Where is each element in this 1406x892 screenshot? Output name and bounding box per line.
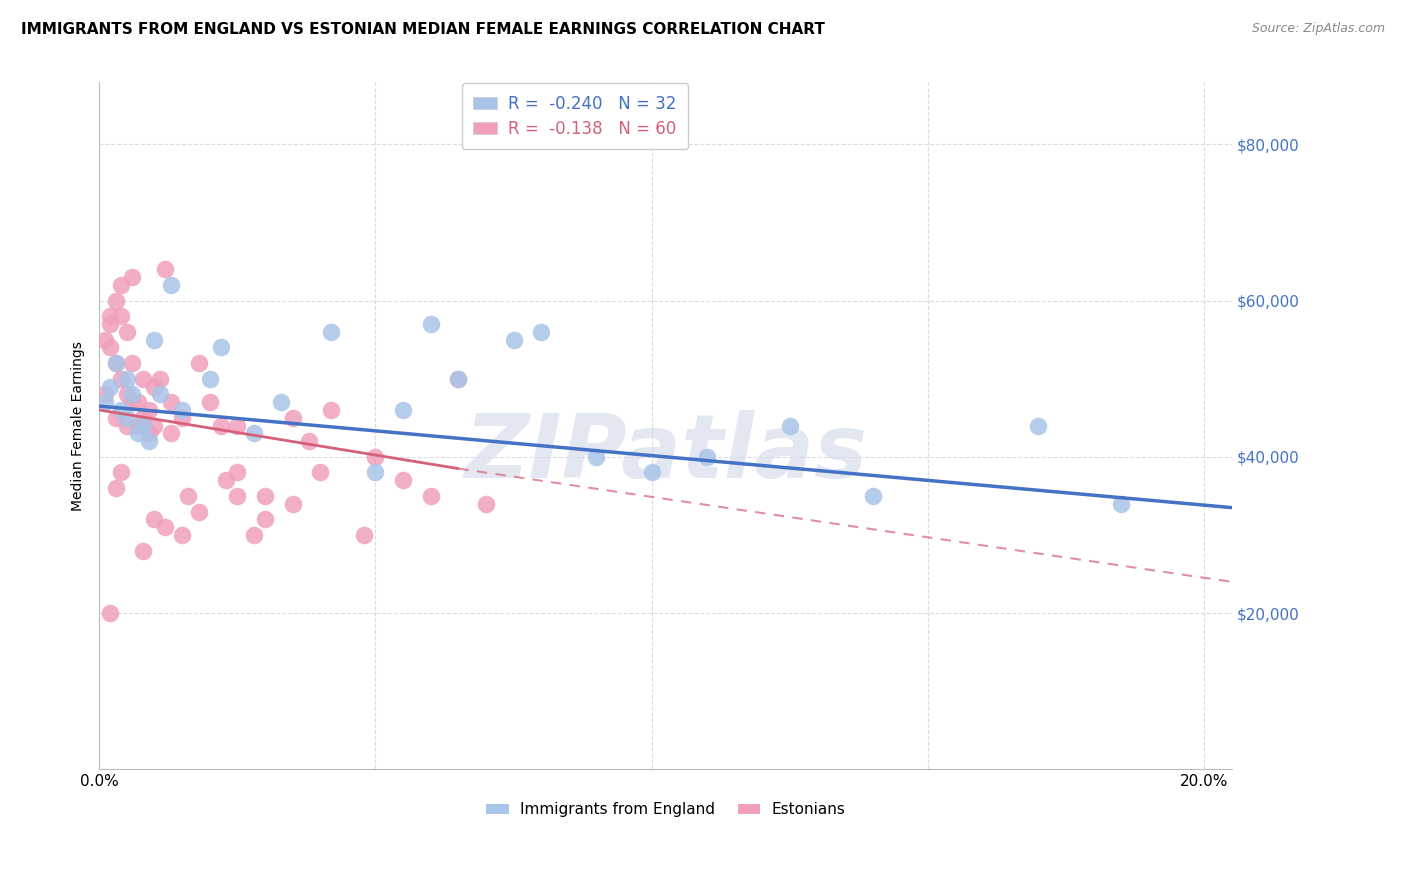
- Point: [104, 356, 127, 370]
- Point: [143, 379, 166, 393]
- Point: [93, 387, 115, 401]
- Point: [585, 450, 607, 464]
- Y-axis label: Median Female Earnings: Median Female Earnings: [72, 341, 86, 510]
- Point: [127, 395, 149, 409]
- Text: ZIPatlas: ZIPatlas: [464, 409, 868, 497]
- Point: [198, 395, 221, 409]
- Point: [353, 528, 375, 542]
- Point: [110, 278, 132, 293]
- Point: [132, 410, 155, 425]
- Point: [253, 489, 276, 503]
- Point: [364, 466, 387, 480]
- Point: [170, 528, 193, 542]
- Point: [209, 341, 232, 355]
- Point: [121, 356, 143, 370]
- Point: [502, 333, 524, 347]
- Point: [104, 293, 127, 308]
- Point: [198, 372, 221, 386]
- Point: [121, 270, 143, 285]
- Point: [127, 426, 149, 441]
- Point: [155, 520, 177, 534]
- Point: [475, 497, 498, 511]
- Point: [392, 403, 415, 417]
- Point: [115, 418, 138, 433]
- Point: [143, 512, 166, 526]
- Point: [110, 372, 132, 386]
- Point: [447, 372, 470, 386]
- Point: [132, 543, 155, 558]
- Point: [281, 410, 304, 425]
- Point: [364, 450, 387, 464]
- Point: [98, 606, 121, 620]
- Point: [187, 356, 209, 370]
- Point: [321, 403, 343, 417]
- Point: [309, 466, 332, 480]
- Point: [281, 497, 304, 511]
- Point: [104, 410, 127, 425]
- Point: [93, 395, 115, 409]
- Point: [321, 325, 343, 339]
- Point: [160, 395, 183, 409]
- Point: [121, 395, 143, 409]
- Point: [170, 403, 193, 417]
- Point: [155, 262, 177, 277]
- Point: [209, 418, 232, 433]
- Point: [115, 372, 138, 386]
- Point: [104, 481, 127, 495]
- Point: [176, 489, 198, 503]
- Point: [226, 466, 249, 480]
- Legend: Immigrants from England, Estonians: Immigrants from England, Estonians: [479, 797, 851, 823]
- Point: [419, 317, 441, 331]
- Point: [253, 512, 276, 526]
- Point: [530, 325, 553, 339]
- Point: [132, 372, 155, 386]
- Point: [270, 395, 292, 409]
- Point: [215, 473, 238, 487]
- Point: [115, 325, 138, 339]
- Text: Source: ZipAtlas.com: Source: ZipAtlas.com: [1251, 22, 1385, 36]
- Text: IMMIGRANTS FROM ENGLAND VS ESTONIAN MEDIAN FEMALE EARNINGS CORRELATION CHART: IMMIGRANTS FROM ENGLAND VS ESTONIAN MEDI…: [21, 22, 825, 37]
- Point: [392, 473, 415, 487]
- Point: [696, 450, 718, 464]
- Point: [132, 418, 155, 433]
- Point: [1111, 497, 1133, 511]
- Point: [243, 528, 266, 542]
- Point: [143, 333, 166, 347]
- Point: [110, 403, 132, 417]
- Point: [226, 418, 249, 433]
- Point: [93, 333, 115, 347]
- Point: [160, 426, 183, 441]
- Point: [115, 410, 138, 425]
- Point: [862, 489, 884, 503]
- Point: [110, 310, 132, 324]
- Point: [149, 372, 172, 386]
- Point: [121, 387, 143, 401]
- Point: [170, 410, 193, 425]
- Point: [98, 379, 121, 393]
- Point: [98, 341, 121, 355]
- Point: [779, 418, 801, 433]
- Point: [127, 418, 149, 433]
- Point: [115, 387, 138, 401]
- Point: [419, 489, 441, 503]
- Point: [641, 466, 664, 480]
- Point: [149, 387, 172, 401]
- Point: [226, 489, 249, 503]
- Point: [138, 434, 160, 449]
- Point: [243, 426, 266, 441]
- Point: [187, 504, 209, 518]
- Point: [98, 310, 121, 324]
- Point: [138, 403, 160, 417]
- Point: [110, 466, 132, 480]
- Point: [298, 434, 321, 449]
- Point: [1028, 418, 1050, 433]
- Point: [104, 356, 127, 370]
- Point: [447, 372, 470, 386]
- Point: [160, 278, 183, 293]
- Point: [138, 426, 160, 441]
- Point: [98, 317, 121, 331]
- Point: [143, 418, 166, 433]
